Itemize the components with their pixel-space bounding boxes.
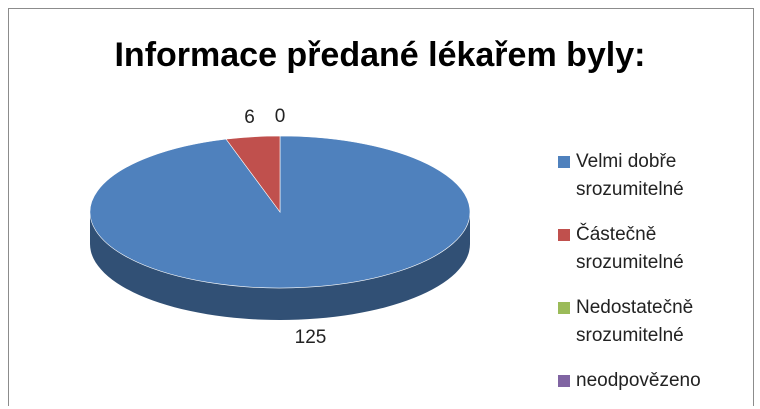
data-label: 125 (295, 327, 327, 348)
legend-label: Nedostatečně srozumitelné (576, 297, 694, 346)
legend: Velmi dobře srozumitelné Částečně srozumi… (558, 148, 748, 409)
pie-slice (225, 135, 281, 213)
legend-swatch (558, 229, 570, 241)
legend-item: Nedostatečně srozumitelné (558, 294, 748, 350)
data-label: 0 (275, 106, 286, 127)
chart-border (8, 8, 754, 406)
pie-side (90, 212, 470, 320)
legend-item: Velmi dobře srozumitelné (558, 148, 748, 204)
legend-swatch (558, 302, 570, 314)
legend-swatch (558, 156, 570, 168)
legend-label: neodpovězeno (576, 370, 701, 391)
legend-swatch (558, 375, 570, 387)
legend-label: Velmi dobře srozumitelné (576, 151, 684, 200)
data-label: 6 (244, 107, 255, 128)
legend-label: Částečně srozumitelné (576, 224, 684, 273)
chart-title: Informace předané lékařem byly: (114, 36, 646, 74)
legend-item: Částečně srozumitelné (558, 221, 748, 277)
legend-item: neodpovězeno (558, 367, 748, 395)
